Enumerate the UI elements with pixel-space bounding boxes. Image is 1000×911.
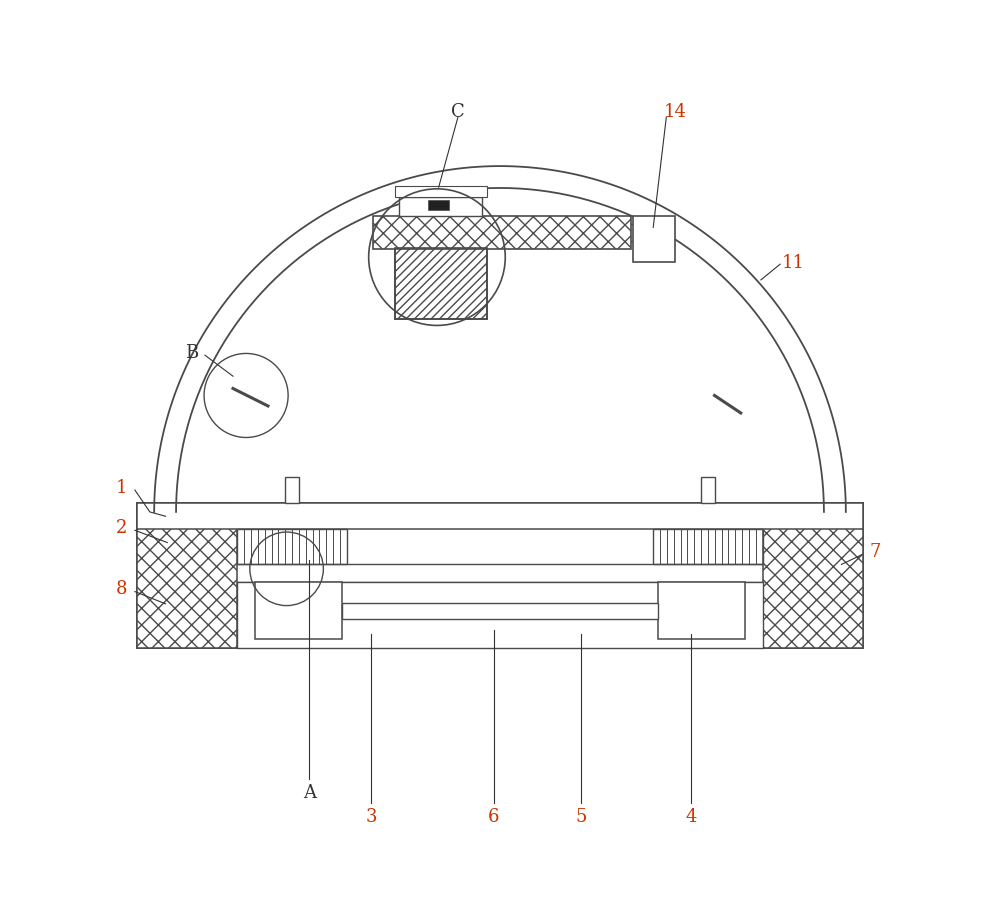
- Text: 11: 11: [782, 254, 805, 272]
- Text: 3: 3: [366, 807, 377, 824]
- Bar: [701, 477, 715, 504]
- Bar: [395, 187, 487, 198]
- Bar: [237, 582, 763, 648]
- Text: B: B: [185, 343, 198, 362]
- Text: 5: 5: [576, 807, 587, 824]
- Bar: [395, 248, 487, 320]
- Bar: [399, 198, 482, 217]
- Bar: [237, 530, 347, 565]
- Text: C: C: [451, 103, 465, 121]
- Text: 7: 7: [869, 543, 880, 560]
- Bar: [395, 248, 487, 320]
- Text: A: A: [303, 783, 316, 801]
- Text: 8: 8: [116, 579, 128, 598]
- Bar: [342, 604, 658, 619]
- Bar: [285, 477, 299, 504]
- Text: 6: 6: [488, 807, 500, 824]
- Bar: [255, 582, 342, 640]
- Bar: [137, 504, 237, 648]
- Bar: [653, 530, 763, 565]
- Bar: [658, 582, 745, 640]
- Bar: [137, 504, 863, 530]
- Text: 2: 2: [116, 518, 127, 537]
- Text: 4: 4: [685, 807, 697, 824]
- Text: 1: 1: [116, 478, 128, 496]
- Bar: [763, 504, 863, 648]
- Bar: [137, 504, 863, 648]
- Bar: [373, 217, 631, 250]
- Bar: [633, 217, 675, 263]
- Bar: [428, 200, 449, 211]
- Text: 14: 14: [664, 103, 687, 121]
